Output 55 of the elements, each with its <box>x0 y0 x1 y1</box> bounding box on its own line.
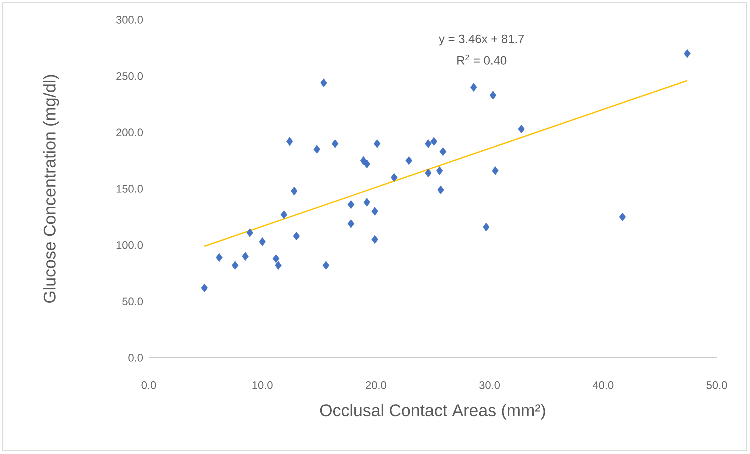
point <box>201 284 208 293</box>
point <box>275 261 282 270</box>
y-tick-label: 100.0 <box>116 241 144 250</box>
point <box>684 49 691 58</box>
annotation: y = 3.46x + 81.7 <box>439 34 524 46</box>
point <box>348 220 355 228</box>
point <box>242 252 249 261</box>
point <box>314 145 320 154</box>
point <box>372 235 378 244</box>
point <box>391 173 398 182</box>
point <box>232 261 239 270</box>
x-tick-label: 50.0 <box>706 382 728 390</box>
x-tick-label: 0.0 <box>142 382 156 390</box>
point <box>436 166 444 176</box>
annotation: R$^{2}$ = 0.40 <box>458 54 507 65</box>
x-tick-label: 40.0 <box>592 382 614 390</box>
point <box>490 91 497 100</box>
point <box>440 147 447 156</box>
y-tick-label: 200.0 <box>116 128 144 137</box>
point <box>246 228 254 238</box>
point <box>430 137 438 146</box>
y-tick-label: 300.0 <box>116 16 144 24</box>
point <box>364 198 370 207</box>
point <box>291 186 298 196</box>
x-tick-label: 30.0 <box>480 382 500 390</box>
point <box>425 168 432 178</box>
point <box>374 140 381 148</box>
point <box>280 210 288 220</box>
point <box>406 156 412 166</box>
x-axis-title: Occlusal Contact Areas (mm²) <box>320 404 546 420</box>
point <box>364 160 370 169</box>
point <box>425 140 432 148</box>
point <box>322 261 330 270</box>
point <box>259 238 266 246</box>
y-tick-label: 250.0 <box>116 72 144 80</box>
point <box>483 222 490 232</box>
point <box>348 200 355 210</box>
y-axis-title: Glucose Concentration (mg/dl) <box>43 75 60 303</box>
y-tick-label: 0.0 <box>128 354 144 362</box>
x-tick-label: 20.0 <box>366 382 386 390</box>
point <box>272 254 280 264</box>
point <box>320 78 328 88</box>
point <box>372 207 378 216</box>
point <box>619 212 626 222</box>
point <box>492 166 499 176</box>
y-tick-label: 50.0 <box>122 298 144 306</box>
x-tick-label: 10.0 <box>252 382 273 390</box>
point <box>470 83 478 92</box>
point <box>286 137 294 146</box>
point <box>293 232 300 241</box>
point <box>332 140 339 148</box>
y-tick-label: 150.0 <box>116 185 144 193</box>
point <box>438 186 444 195</box>
point <box>518 124 525 134</box>
point <box>216 253 223 262</box>
